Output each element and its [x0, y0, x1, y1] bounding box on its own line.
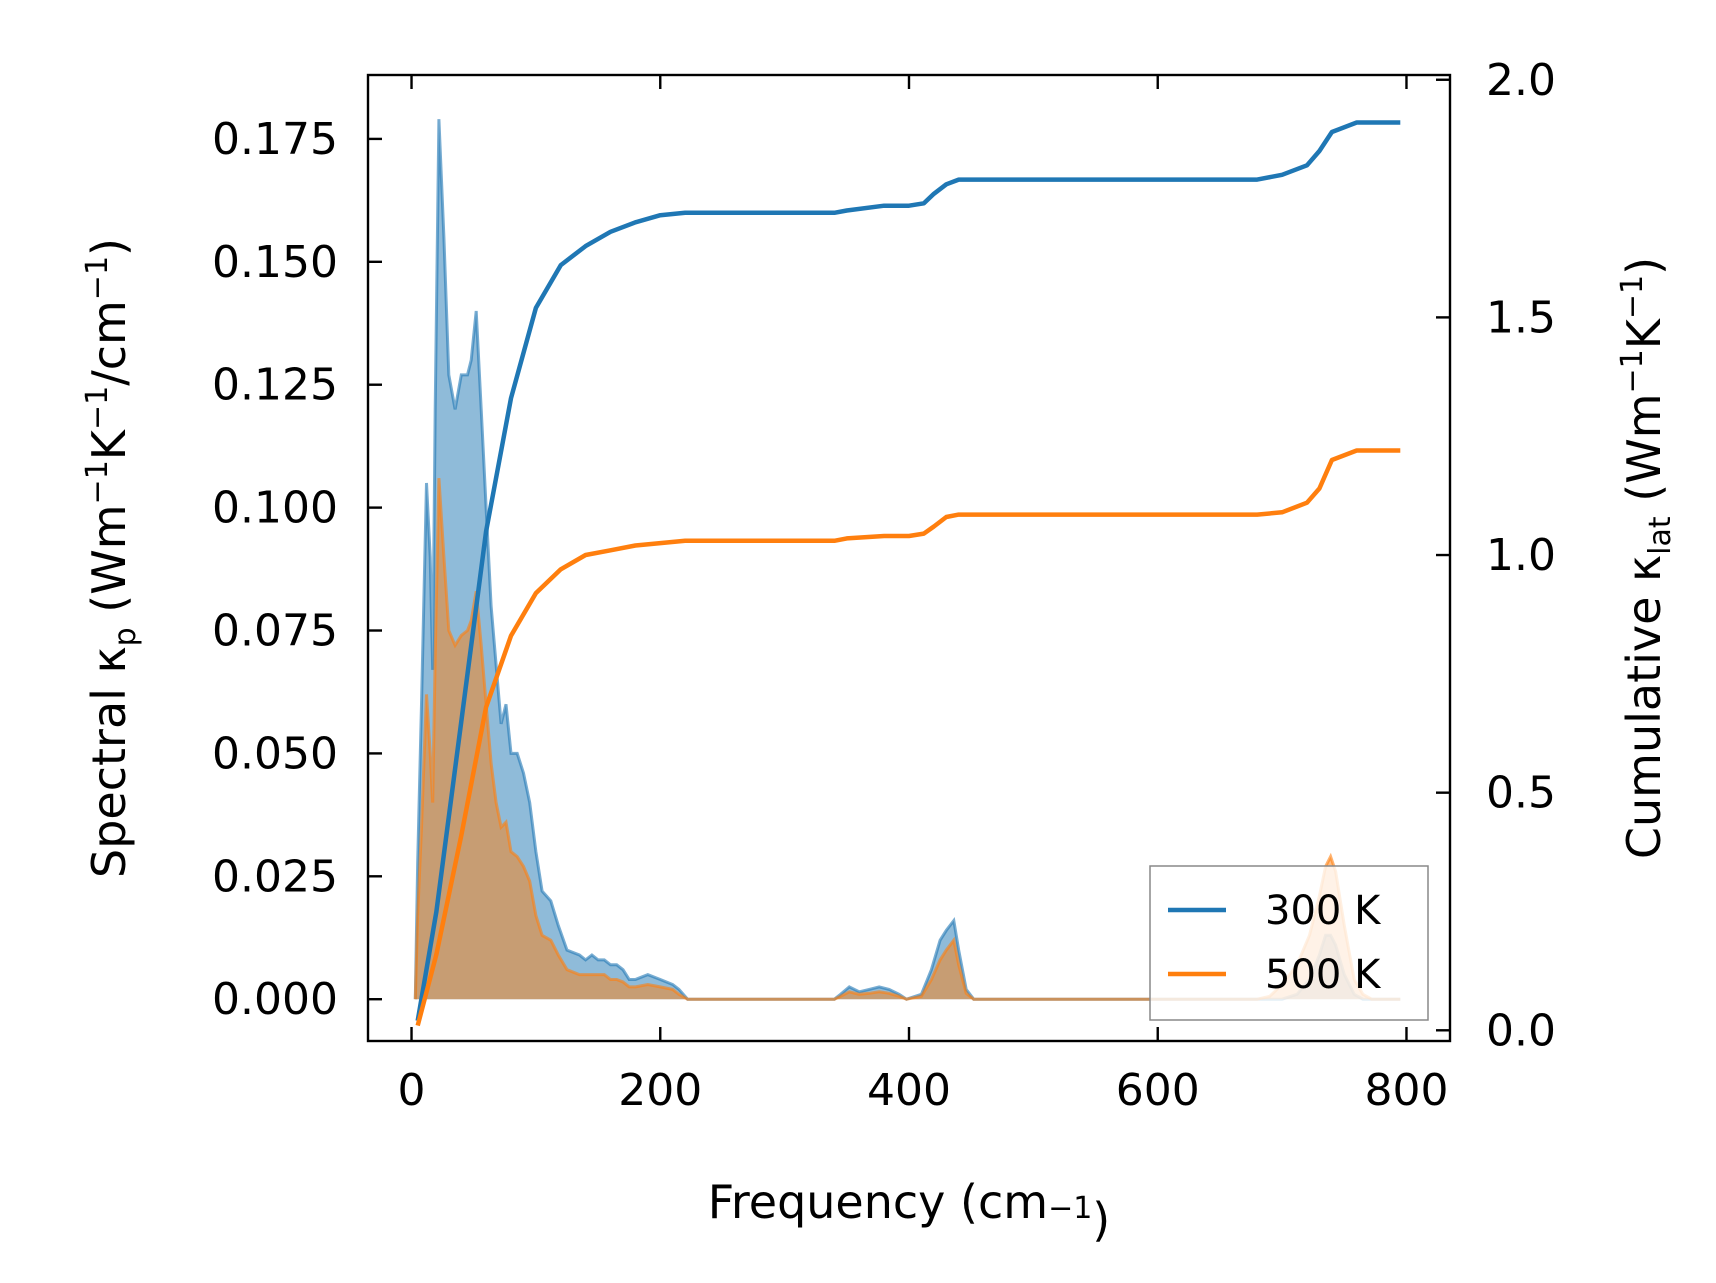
y-right-tick-label: 2.0 — [1486, 55, 1556, 106]
x-axis-label: Frequency (cm300 K−1) — [708, 1175, 1111, 1247]
spectral-area-500k — [415, 478, 1401, 1000]
plot-frame — [366, 73, 1452, 1043]
legend-label-500k: 500 K — [1265, 952, 1382, 998]
y-right-tick-label: 0.5 — [1486, 768, 1556, 819]
y-left-tick-label: 0.075 — [212, 606, 338, 657]
x-tick-label: 800 — [1364, 1065, 1448, 1116]
y-left-axis-label: Spectral κp (Wm−1K−1/cm−1) — [80, 238, 143, 878]
x-tick-label: 0 — [398, 1065, 426, 1116]
legend-label-300k: 300 K — [1265, 888, 1382, 934]
y-right-tick-label: 1.5 — [1486, 292, 1556, 343]
cumulative-line-500k — [415, 448, 1401, 1027]
y-left-tick-label: 0.000 — [212, 974, 338, 1025]
tick-layer: 0 200 400 600 800 0.000 0.025 0.050 0.075 0.100 0.… — [212, 55, 1556, 1116]
x-tick-label: 200 — [618, 1065, 702, 1116]
y-left-tick-label: 0.025 — [212, 851, 338, 902]
y-right-axis-label: Cumulative κlat (Wm−1K−1) — [1615, 257, 1678, 859]
y-right-tick-label: 1.0 — [1486, 530, 1556, 581]
y-left-tick-label: 0.125 — [212, 360, 338, 411]
cumulative-line-300k — [415, 120, 1401, 1022]
legend-box — [1149, 865, 1429, 1021]
y-left-tick-label: 0.175 — [212, 114, 338, 165]
line-layer — [415, 120, 1401, 1027]
y-left-tick-label: 0.100 — [212, 483, 338, 534]
y-right-tick-label: 0.0 — [1486, 1005, 1556, 1056]
x-tick-label: 600 — [1116, 1065, 1200, 1116]
y-left-tick-label: 0.150 — [212, 237, 338, 288]
legend: 300 K 500 K — [1149, 865, 1429, 1021]
x-tick-label: 400 — [867, 1065, 951, 1116]
y-left-tick-label: 0.050 — [212, 728, 338, 779]
